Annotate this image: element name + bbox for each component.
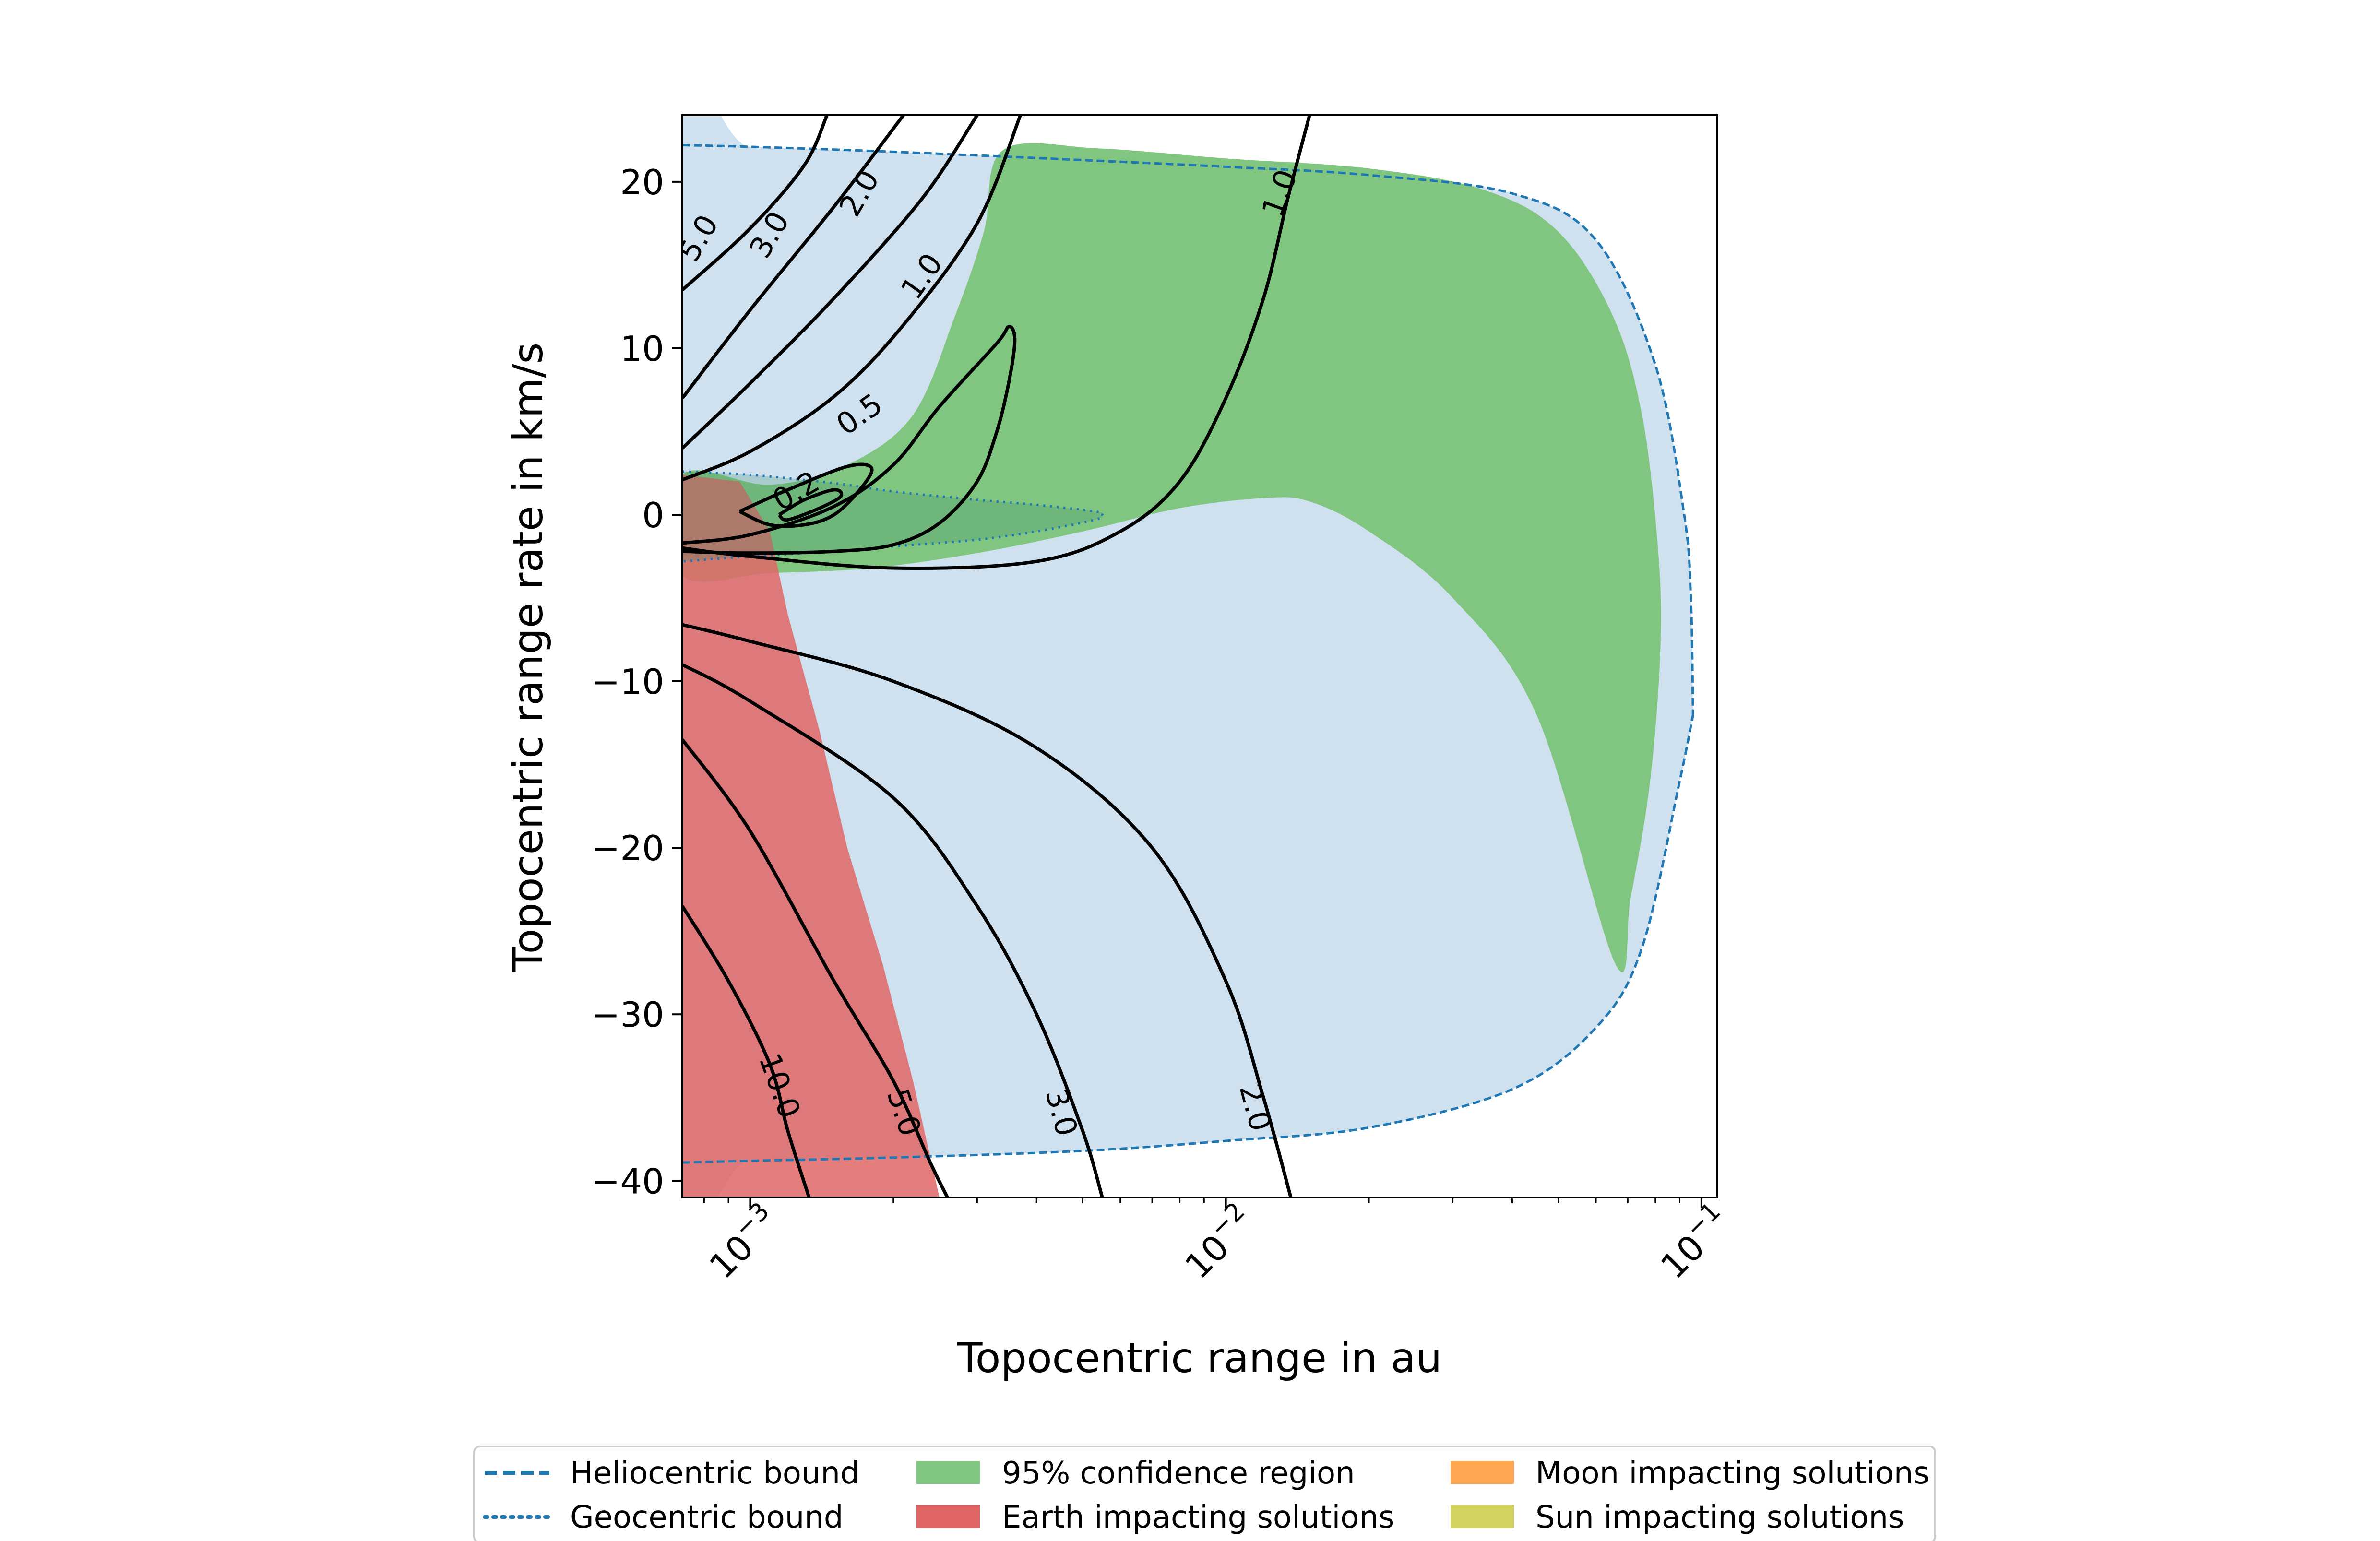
contour-line-5-0 bbox=[682, 738, 949, 1197]
y-tick-label: 20 bbox=[620, 162, 664, 202]
contour-line-inner bbox=[778, 488, 844, 522]
x-tick-label-text: 10−2 bbox=[1173, 1197, 1263, 1287]
y-tick-label: −30 bbox=[591, 995, 664, 1035]
legend-frame bbox=[473, 1446, 1936, 1541]
legend-label-geocentric-bound: Geocentric bound bbox=[570, 1500, 844, 1535]
contour-line-5-0 bbox=[682, 115, 829, 291]
contour-line-1-0 bbox=[682, 115, 1022, 482]
legend-swatch-earth-impacting bbox=[916, 1505, 980, 1528]
x-tick-label: 10−3 bbox=[698, 1197, 787, 1287]
y-tick-label: 10 bbox=[620, 329, 664, 369]
legend-swatch-confidence-region bbox=[916, 1461, 980, 1484]
legend-swatch-sun-impacting bbox=[1451, 1505, 1514, 1528]
x-tick-label-text: 10−1 bbox=[1649, 1197, 1738, 1287]
contour-line-2-0 bbox=[682, 623, 1293, 1197]
heliocentric-bound-lower bbox=[682, 714, 1694, 1164]
confidence-region bbox=[682, 143, 1661, 972]
legend-label-moon-impacting: Moon impacting solutions bbox=[1535, 1456, 1929, 1491]
contour-line-3-0 bbox=[682, 663, 1104, 1197]
legend-swatch-moon-impacting bbox=[1451, 1461, 1514, 1484]
legend-label-confidence-region: 95% confidence region bbox=[1002, 1456, 1355, 1491]
x-tick-label: 10−2 bbox=[1173, 1197, 1263, 1287]
y-axis-label: Topocentric range rate in km/s bbox=[504, 343, 552, 973]
contour-line-10-0 bbox=[682, 905, 811, 1197]
y-axis: 20 10 0 −10 −20 −30 −40 bbox=[591, 162, 682, 1201]
heliocentric-bound-upper bbox=[682, 144, 1694, 715]
legend-label-earth-impacting: Earth impacting solutions bbox=[1002, 1500, 1394, 1535]
contour-line-3-0 bbox=[682, 115, 905, 400]
y-tick-label: 0 bbox=[642, 495, 664, 535]
contour-line-0-5 bbox=[682, 325, 1017, 555]
contour-line-2-0 bbox=[682, 115, 979, 450]
plot-frame bbox=[681, 114, 1718, 1198]
contour-line-1-0 bbox=[682, 115, 1311, 570]
legend-label-heliocentric-bound: Heliocentric bound bbox=[570, 1456, 860, 1491]
x-axis: 10−3 10−2 10−1 bbox=[698, 1197, 1738, 1287]
contour-line-0-2 bbox=[738, 462, 874, 528]
y-tick-label: −10 bbox=[591, 662, 664, 702]
x-tick-label: 10−1 bbox=[1649, 1197, 1738, 1287]
x-axis-label: Topocentric range in au bbox=[957, 1334, 1442, 1382]
legend: Heliocentric bound Geocentric bound 95% … bbox=[473, 1446, 1936, 1541]
plot-area: 5.0 3.02.01.01.00.50.210.0 5.0 3.0 2.0 bbox=[682, 115, 1694, 1197]
y-tick-label: −40 bbox=[591, 1161, 664, 1201]
legend-label-sun-impacting: Sun impacting solutions bbox=[1535, 1500, 1904, 1535]
x-tick-label-text: 10−3 bbox=[698, 1197, 787, 1287]
y-tick-label: −20 bbox=[591, 828, 664, 868]
geocentric-bound bbox=[682, 470, 1104, 563]
